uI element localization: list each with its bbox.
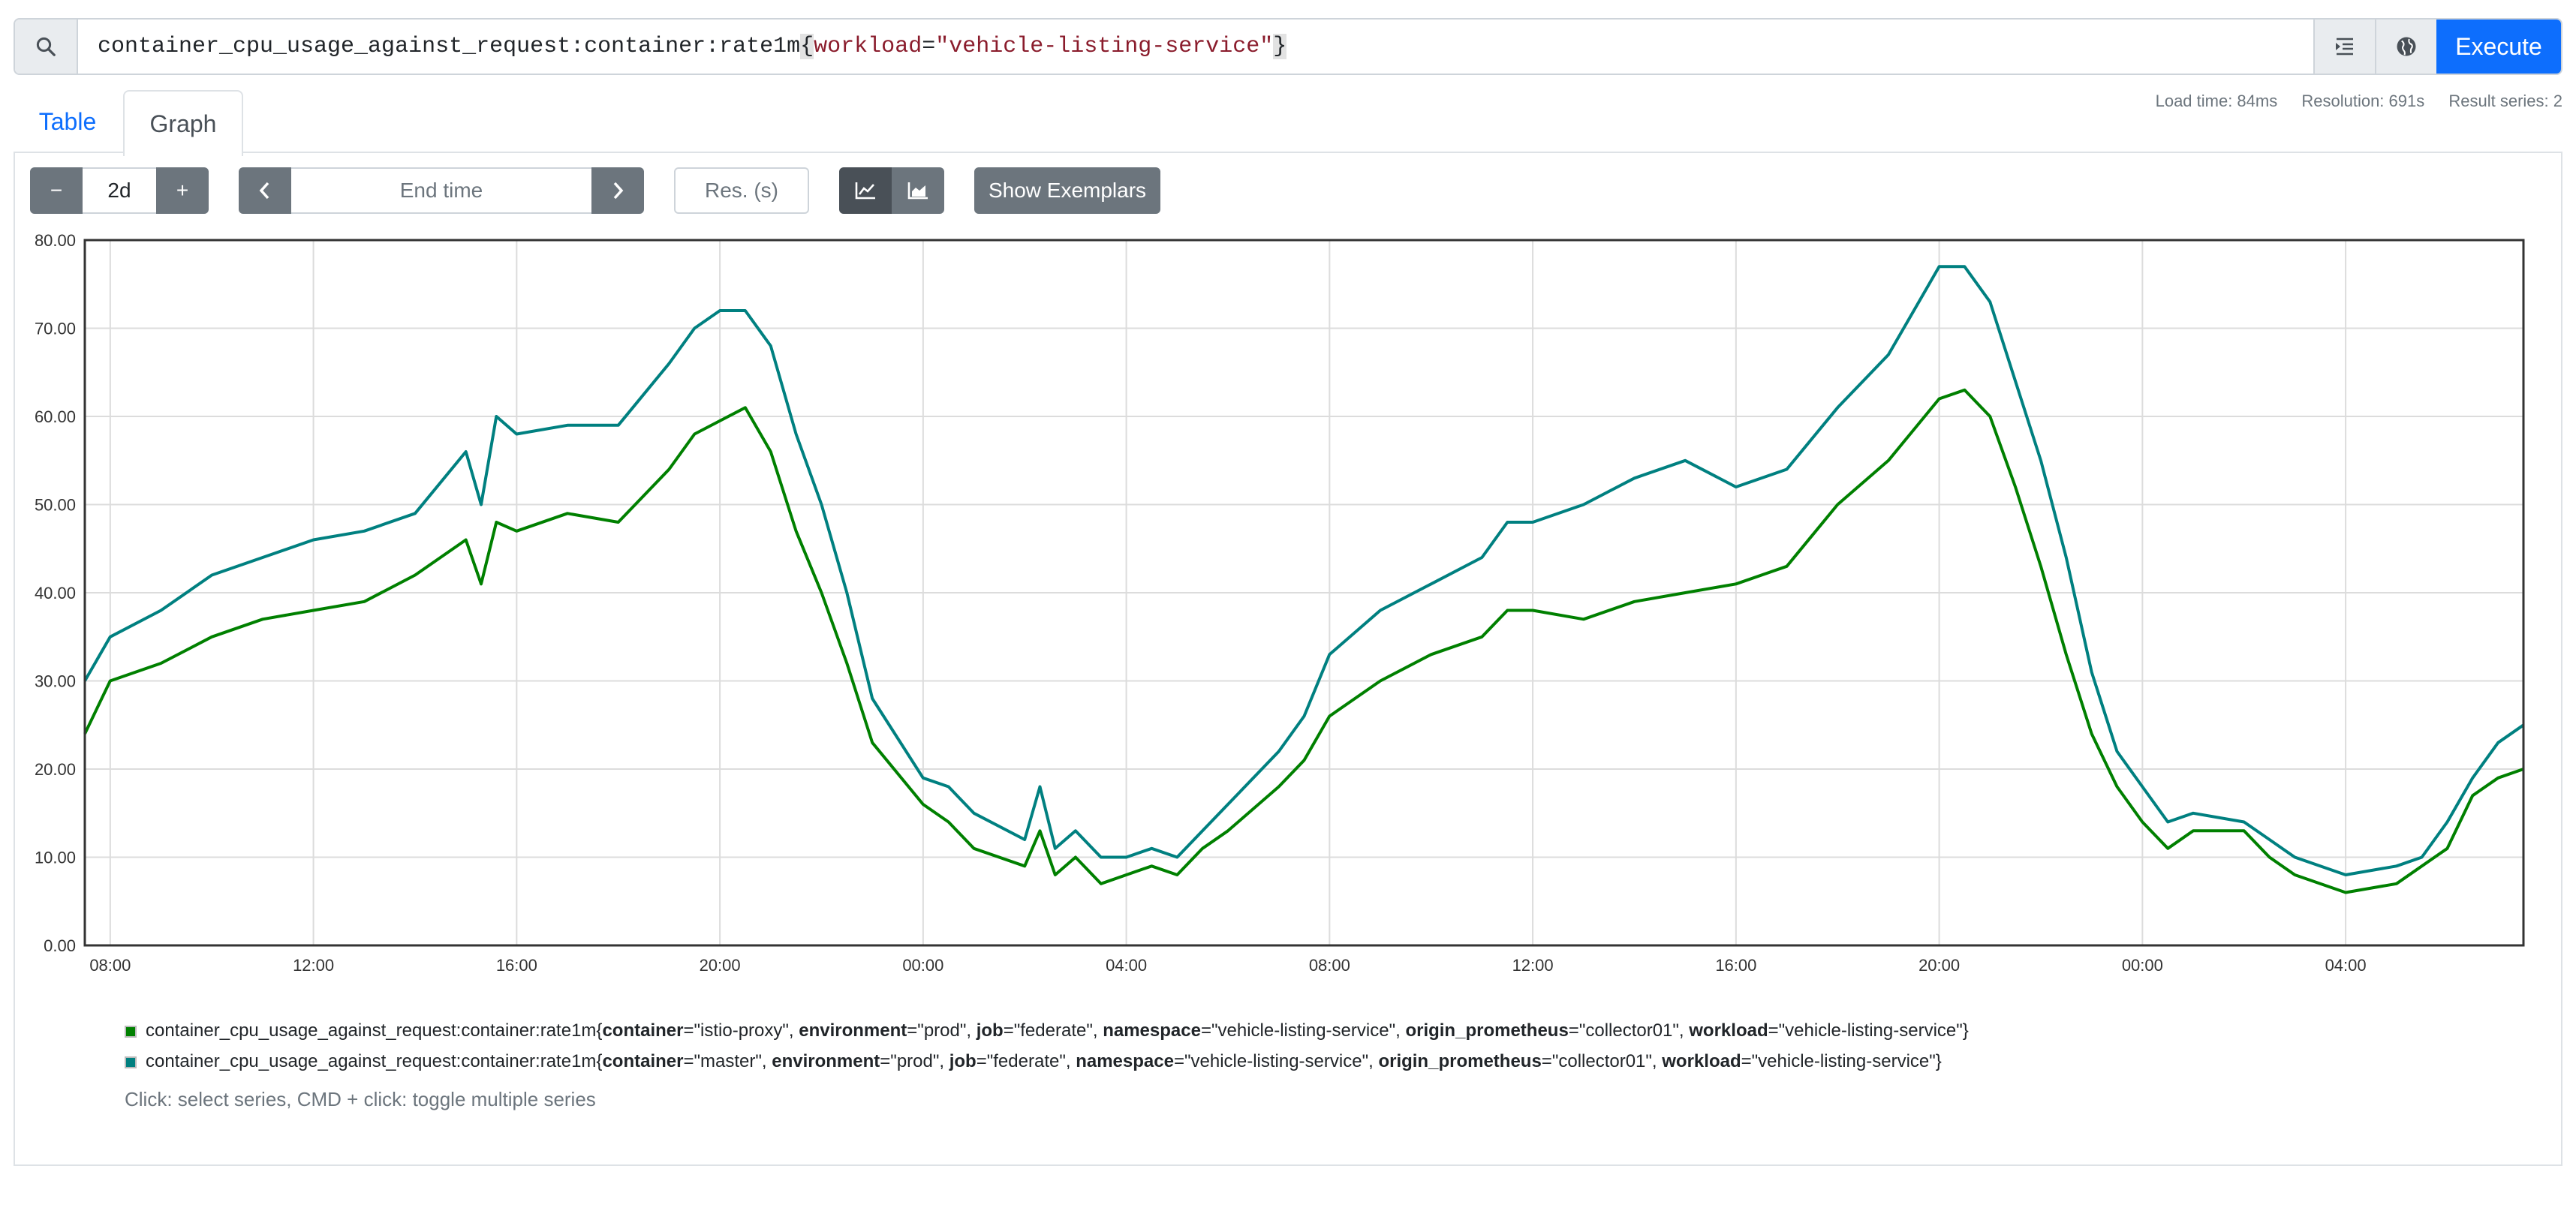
y-tick-label: 30.00	[35, 672, 76, 691]
y-tick-label: 0.00	[44, 936, 76, 955]
legend-metric: container_cpu_usage_against_request:cont…	[146, 1020, 597, 1041]
tab-graph[interactable]: Graph	[123, 90, 243, 156]
legend-hint: Click: select series, CMD + click: toggl…	[125, 1088, 596, 1110]
y-tick-label: 80.00	[35, 231, 76, 250]
x-tick-label: 04:00	[2325, 956, 2367, 975]
line-chart-button[interactable]	[839, 167, 892, 214]
query-stats: Load time: 84ms Resolution: 691s Result …	[2136, 92, 2562, 111]
y-tick-label: 40.00	[35, 584, 76, 602]
show-exemplars-button[interactable]: Show Exemplars	[974, 167, 1160, 214]
legend-container: master	[700, 1051, 756, 1071]
x-tick-label: 20:00	[700, 956, 741, 975]
query-value: "vehicle-listing-service"	[935, 34, 1274, 59]
end-time-input[interactable]: End time	[291, 167, 591, 214]
query-open-brace: {	[800, 34, 814, 59]
series-swatch	[125, 1025, 137, 1038]
next-time-button[interactable]	[591, 167, 644, 214]
decrease-range-button[interactable]: −	[30, 167, 83, 214]
line-chart-icon	[855, 182, 875, 200]
tab-table[interactable]: Table	[38, 107, 97, 135]
stacked-chart-button[interactable]	[892, 167, 944, 214]
query-metric: container_cpu_usage_against_request:cont…	[98, 34, 801, 59]
legend-item[interactable]: container_cpu_usage_against_request:cont…	[125, 1020, 1969, 1041]
y-tick-label: 10.00	[35, 849, 76, 867]
format-icon	[2336, 38, 2353, 56]
y-tick-label: 50.00	[35, 496, 76, 515]
series-line-1	[83, 265, 2525, 876]
execute-button[interactable]: Execute	[2436, 20, 2561, 74]
x-tick-label: 20:00	[1918, 956, 1960, 975]
series-swatch	[125, 1056, 137, 1068]
increase-range-button[interactable]: +	[156, 167, 209, 214]
format-query-button[interactable]	[2313, 20, 2375, 74]
series-line-0	[83, 388, 2524, 894]
legend-namespace: vehicle-listing-service	[1190, 1051, 1362, 1071]
x-tick-label: 08:00	[1309, 956, 1350, 975]
x-tick-label: 12:00	[1512, 956, 1554, 975]
load-time: Load time: 84ms	[2155, 92, 2278, 110]
legend-environment: prod	[923, 1020, 960, 1041]
legend-environment: prod	[896, 1051, 933, 1071]
chart-frame	[83, 239, 2525, 947]
legend-workload: vehicle-listing-service	[1758, 1051, 1930, 1071]
legend-workload: vehicle-listing-service	[1785, 1020, 1957, 1041]
previous-time-button[interactable]	[239, 167, 291, 214]
resolution: Resolution: 691s	[2301, 92, 2425, 110]
x-tick-label: 16:00	[1715, 956, 1756, 975]
legend-item[interactable]: container_cpu_usage_against_request:cont…	[125, 1051, 1942, 1072]
y-tick-label: 60.00	[35, 407, 76, 426]
x-tick-label: 12:00	[293, 956, 334, 975]
chevron-left-icon	[259, 182, 269, 200]
graph-panel	[14, 152, 2562, 1166]
time-series-chart[interactable]: 0.00 10.00 20.00 30.00 40.00 50.00 60.00 70.00 8…	[0, 218, 2576, 1223]
legend-namespace: vehicle-listing-service	[1217, 1020, 1389, 1041]
search-icon	[15, 20, 78, 74]
chevron-right-icon	[613, 182, 624, 200]
query-eq: =	[922, 34, 936, 59]
y-tick-label: 20.00	[35, 760, 76, 779]
legend-container: istio-proxy	[700, 1020, 783, 1041]
query-label: workload	[814, 34, 922, 59]
x-tick-label: 16:00	[496, 956, 537, 975]
globe-icon	[2397, 37, 2416, 56]
resolution-input[interactable]: Res. (s)	[674, 167, 809, 214]
query-close-brace: }	[1273, 34, 1287, 59]
legend-origin: collector01	[1558, 1051, 1646, 1071]
legend-origin: collector01	[1585, 1020, 1673, 1041]
y-tick-label: 70.00	[35, 320, 76, 338]
x-tick-label: 08:00	[89, 956, 131, 975]
legend-metric: container_cpu_usage_against_request:cont…	[146, 1051, 597, 1071]
metrics-explorer-button[interactable]	[2375, 20, 2436, 74]
x-tick-label: 04:00	[1106, 956, 1147, 975]
legend-job: federate	[1020, 1020, 1087, 1041]
query-bar: container_cpu_usage_against_request:cont…	[14, 18, 2562, 75]
query-input[interactable]: container_cpu_usage_against_request:cont…	[78, 20, 2313, 74]
range-input[interactable]: 2d	[83, 167, 156, 214]
area-chart-icon	[907, 182, 928, 200]
x-tick-label: 00:00	[902, 956, 943, 975]
legend-job: federate	[993, 1051, 1060, 1071]
x-tick-label: 00:00	[2122, 956, 2163, 975]
result-series: Result series: 2	[2448, 92, 2562, 110]
